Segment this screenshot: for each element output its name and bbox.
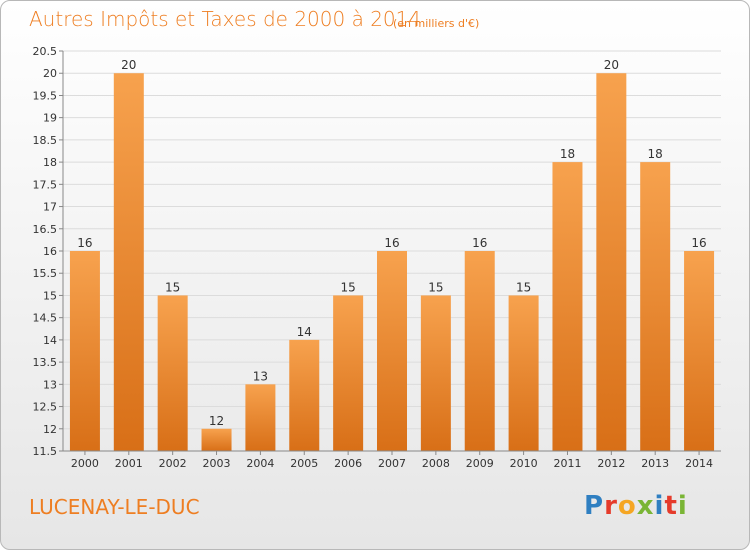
y-tick-label: 13 — [43, 378, 57, 391]
y-tick-label: 14 — [43, 334, 57, 347]
y-tick-label: 18 — [43, 156, 57, 169]
bar — [245, 384, 276, 451]
y-tick-label: 15 — [43, 289, 57, 302]
y-tick-label: 17 — [43, 201, 57, 214]
x-tick-label: 2012 — [597, 457, 625, 470]
x-tick-label: 2011 — [553, 457, 581, 470]
x-tick-label: 2006 — [334, 457, 362, 470]
bar-value-label: 13 — [253, 369, 268, 383]
bar-value-label: 16 — [384, 236, 399, 250]
y-tick-label: 20 — [43, 67, 57, 80]
bar-value-label: 20 — [604, 58, 619, 72]
bar — [201, 428, 232, 451]
x-tick-label: 2010 — [510, 457, 538, 470]
bar-value-label: 16 — [77, 236, 92, 250]
x-tick-label: 2014 — [685, 457, 713, 470]
bar-value-label: 18 — [648, 147, 663, 161]
x-tick-label: 2004 — [246, 457, 274, 470]
x-tick-label: 2009 — [466, 457, 494, 470]
x-tick-label: 2001 — [115, 457, 143, 470]
bar-value-label: 18 — [560, 147, 575, 161]
x-axis: 2000 2001 2002 2003 2004 2005 2006 2007 2008 2009… — [63, 450, 721, 470]
x-tick-label: 2008 — [422, 457, 450, 470]
bar — [69, 251, 100, 451]
bar — [113, 73, 144, 451]
y-tick-label: 19 — [43, 112, 57, 125]
y-axis: 11.5 12 12.5 13 13.5 14 14.5 15 15.5 16 16.5 17 17.5… — [33, 45, 64, 458]
bars: 16 20 15 12 13 14 15 16 15 16 15 18 20 18 16 — [69, 58, 715, 451]
bar — [333, 295, 364, 451]
x-tick-label: 2003 — [203, 457, 231, 470]
bar-value-label: 15 — [165, 280, 180, 294]
y-tick-label: 15.5 — [33, 267, 58, 280]
x-tick-label: 2002 — [159, 457, 187, 470]
y-tick-label: 13.5 — [33, 356, 58, 369]
y-tick-label: 20.5 — [33, 45, 58, 58]
y-tick-label: 18.5 — [33, 134, 58, 147]
bar — [508, 295, 539, 451]
commune-name: LUCENAY-LE-DUC — [29, 495, 200, 519]
bar-value-label: 16 — [691, 236, 706, 250]
x-tick-label: 2005 — [290, 457, 318, 470]
x-tick-label: 2000 — [71, 457, 99, 470]
chart-title: Autres Impôts et Taxes de 2000 à 2014 — [29, 7, 422, 31]
y-tick-label: 12 — [43, 423, 57, 436]
bar-value-label: 16 — [472, 236, 487, 250]
bar — [377, 251, 407, 451]
bar — [289, 339, 320, 451]
y-tick-label: 14.5 — [33, 312, 58, 325]
bar-value-label: 20 — [121, 58, 136, 72]
x-tick-label: 2013 — [641, 457, 669, 470]
bar-value-label: 15 — [516, 280, 531, 294]
bar — [552, 162, 583, 451]
bar-value-label: 15 — [340, 280, 355, 294]
y-tick-label: 12.5 — [33, 401, 58, 414]
y-tick-label: 17.5 — [33, 178, 58, 191]
bar-value-label: 15 — [428, 280, 443, 294]
bar — [157, 295, 188, 451]
bar — [420, 295, 451, 451]
x-tick-label: 2007 — [378, 457, 406, 470]
y-tick-label: 11.5 — [33, 445, 58, 458]
bar — [684, 251, 715, 451]
bar — [640, 162, 671, 451]
y-tick-label: 19.5 — [33, 89, 58, 102]
bar-value-label: 14 — [297, 325, 312, 339]
proxiti-logo: Proxiti — [584, 491, 688, 521]
chart-subtitle: (en milliers d'€) — [393, 17, 480, 30]
bar-value-label: 12 — [209, 414, 224, 428]
y-tick-label: 16 — [43, 245, 57, 258]
y-tick-label: 16.5 — [33, 223, 58, 236]
bar — [596, 73, 627, 451]
bar — [464, 251, 495, 451]
